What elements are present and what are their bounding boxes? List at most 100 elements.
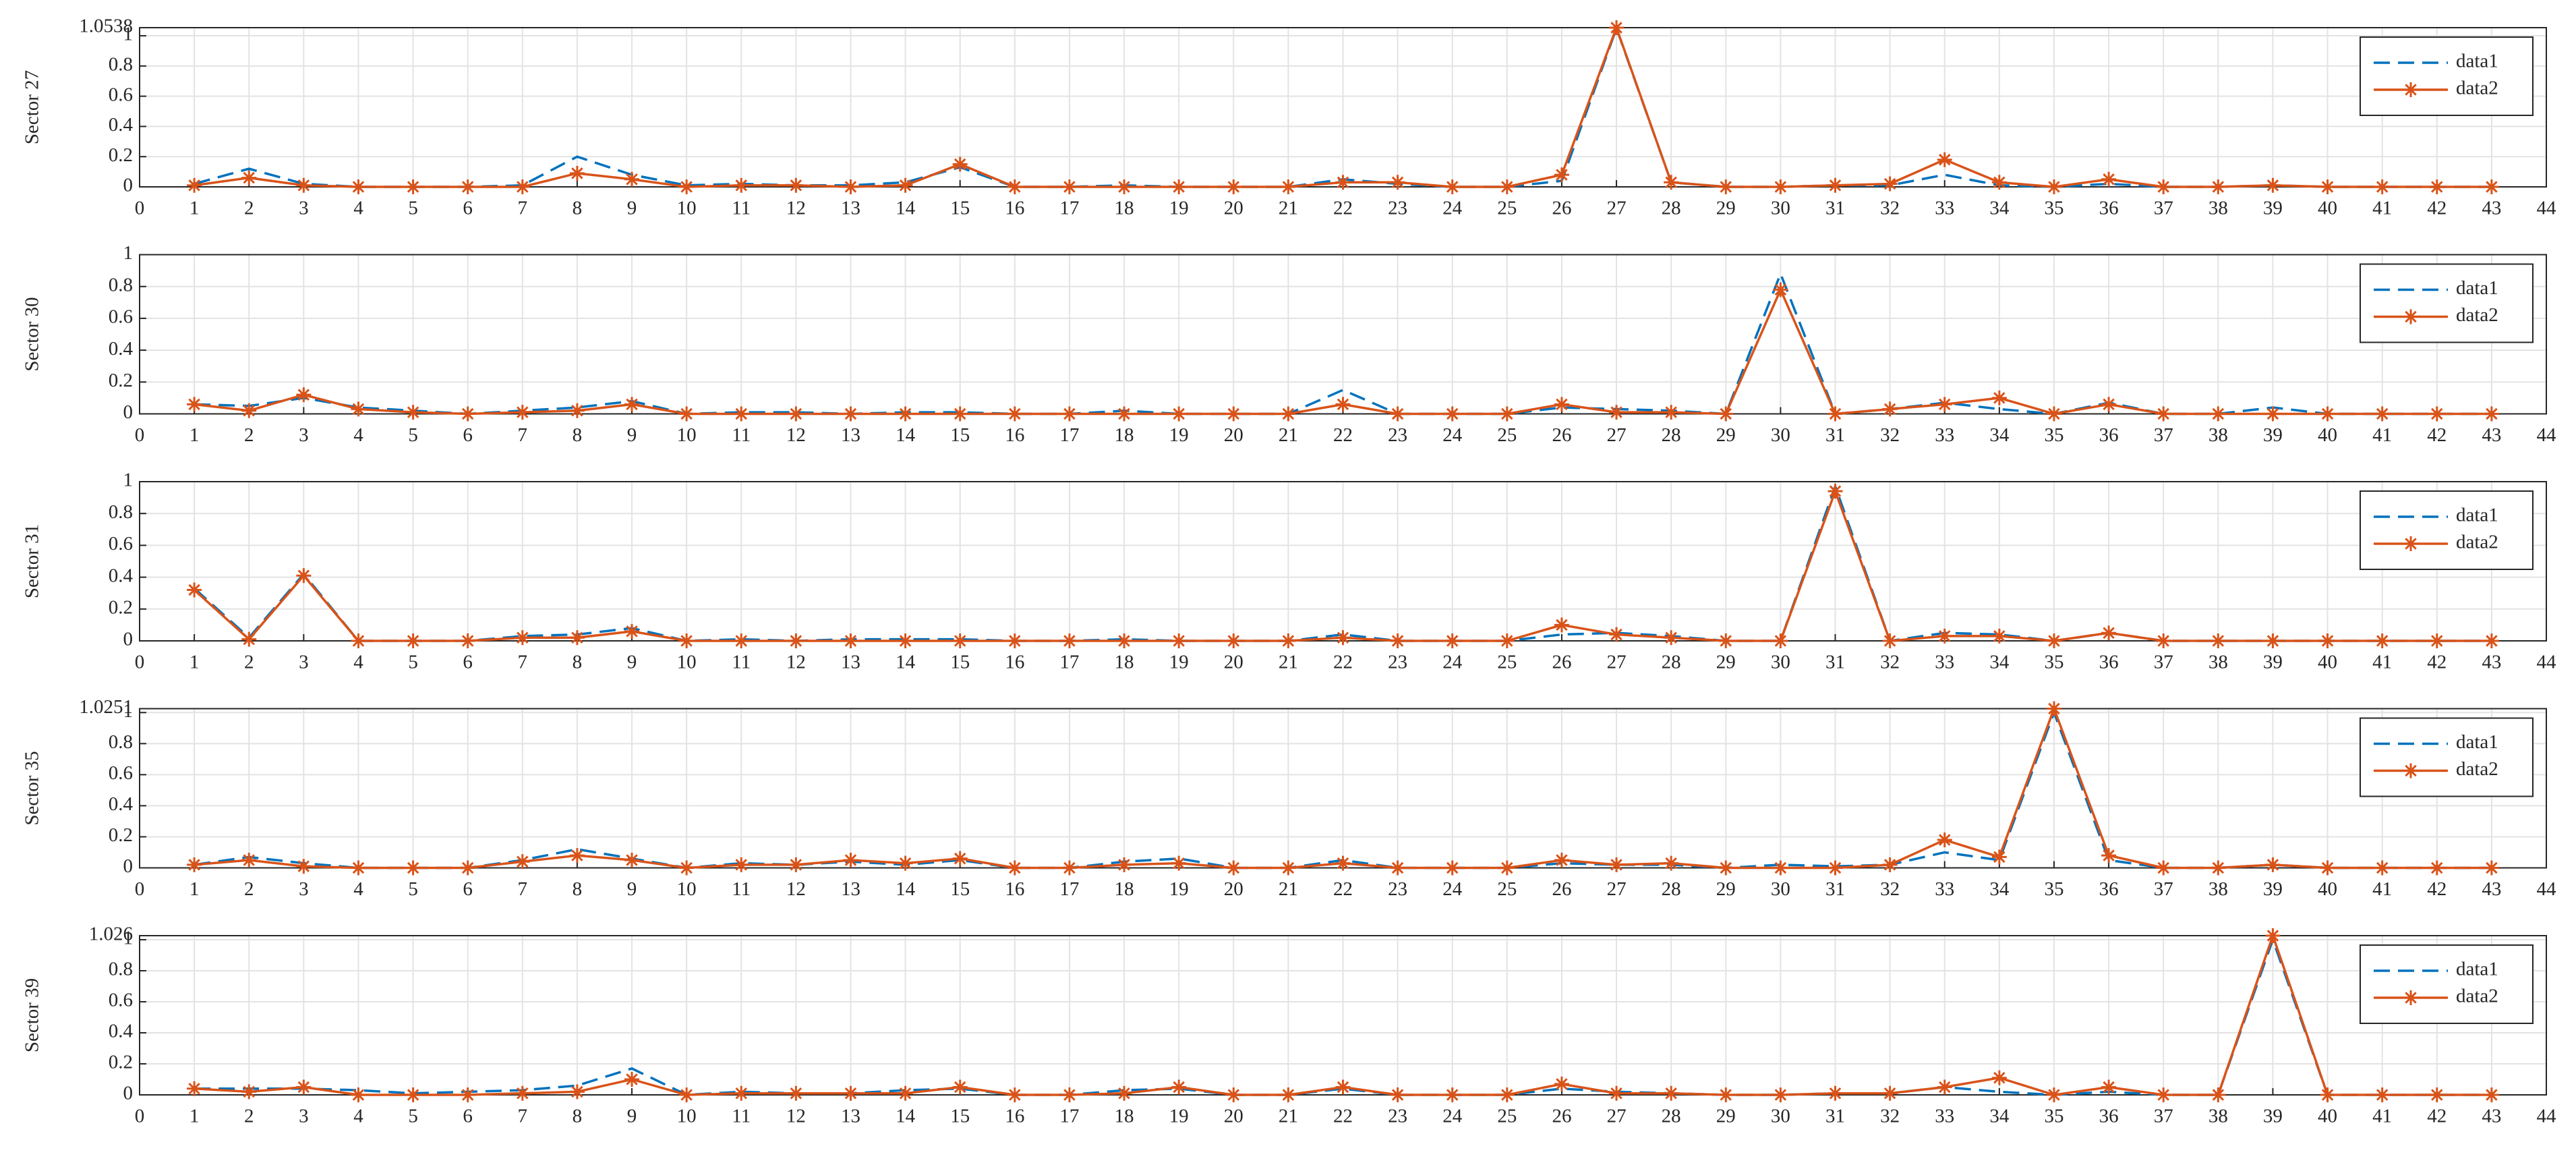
- data-marker: [734, 633, 749, 648]
- x-tick-label: 13: [841, 424, 860, 446]
- data-marker: [1281, 1087, 1296, 1102]
- x-tick-label: 44: [2537, 878, 2557, 900]
- data-marker: [2101, 171, 2117, 187]
- x-tick-label: 41: [2372, 424, 2392, 446]
- x-tick-label: 8: [573, 878, 583, 900]
- x-tick-label: 27: [1607, 652, 1627, 673]
- x-tick-label: 21: [1279, 198, 1298, 219]
- x-tick-label: 14: [896, 198, 916, 219]
- legend-box: [2360, 944, 2534, 1024]
- data-marker: [2046, 633, 2061, 648]
- data-marker: [2101, 625, 2117, 641]
- x-tick-label: 15: [950, 878, 970, 900]
- y-tick-label: 0: [123, 1083, 134, 1104]
- x-tick-label: 11: [732, 1106, 751, 1127]
- x-tick-label: 33: [1935, 198, 1954, 219]
- axes-box: [139, 254, 2547, 415]
- data-marker: [1171, 1079, 1187, 1095]
- data-marker: [1499, 633, 1515, 648]
- data-marker: [1664, 175, 1679, 190]
- x-tick-label: 5: [408, 198, 418, 219]
- x-tick-label: 3: [299, 1106, 309, 1127]
- x-tick-label: 25: [1497, 878, 1517, 900]
- x-tick-label: 13: [841, 1106, 860, 1127]
- legend-marker: [2403, 763, 2418, 778]
- x-tick-label: 30: [1771, 198, 1790, 219]
- data-marker: [952, 406, 968, 422]
- x-tick-label: 35: [2044, 424, 2063, 446]
- x-tick-label: 37: [2154, 1106, 2173, 1127]
- data-marker: [1007, 860, 1022, 876]
- x-tick-label: 41: [2372, 1106, 2392, 1127]
- x-tick-label: 14: [896, 878, 916, 900]
- x-tick-label: 19: [1169, 652, 1189, 673]
- data-marker: [569, 1084, 585, 1100]
- legend-marker: [2403, 309, 2418, 324]
- x-tick-label: 43: [2482, 652, 2501, 673]
- x-tick-label: 18: [1115, 652, 1134, 673]
- data-marker: [1390, 175, 1405, 190]
- x-tick-label: 13: [841, 198, 860, 219]
- x-tick-label: 10: [677, 424, 697, 446]
- data-marker: [460, 179, 475, 194]
- y-axis-label: Sector 35: [22, 751, 43, 825]
- data-marker: [1882, 1085, 1898, 1101]
- data-marker: [405, 860, 421, 876]
- x-tick-label: 5: [408, 878, 418, 900]
- y-axis-label: Sector 30: [22, 297, 43, 371]
- data-marker: [788, 1085, 804, 1101]
- x-tick-label: 36: [2099, 198, 2119, 219]
- data-marker: [2211, 406, 2226, 422]
- data-marker: [2101, 848, 2117, 863]
- y-tick-label: 0.6: [109, 84, 133, 105]
- x-tick-label: 29: [1716, 878, 1736, 900]
- data-marker: [2046, 406, 2061, 422]
- x-tick-label: 23: [1388, 424, 1407, 446]
- data-marker: [734, 177, 749, 193]
- legend-label: data1: [2456, 731, 2498, 753]
- x-tick-label: 26: [1552, 1106, 1571, 1127]
- x-tick-label: 8: [573, 198, 583, 219]
- data-marker: [1554, 167, 1569, 183]
- x-tick-label: 22: [1333, 878, 1353, 900]
- x-tick-label: 31: [1825, 198, 1845, 219]
- data-marker: [187, 397, 202, 412]
- y-tick-label: 0: [123, 401, 134, 423]
- y-tick-label: 0.2: [109, 144, 133, 166]
- x-tick-label: 7: [518, 1106, 528, 1127]
- y-tick-label: 1: [123, 242, 134, 264]
- data-marker: [1444, 1087, 1460, 1102]
- data-marker: [1554, 397, 1569, 412]
- data-marker: [1007, 179, 1022, 194]
- y-tick-label: 0.6: [109, 762, 133, 784]
- x-tick-label: 6: [463, 652, 473, 673]
- data-marker: [2484, 1087, 2499, 1102]
- data-marker: [1827, 1085, 1843, 1101]
- x-tick-label: 24: [1442, 424, 1463, 446]
- data-marker: [788, 633, 804, 648]
- x-tick-label: 34: [1989, 198, 2010, 219]
- data-marker: [460, 860, 475, 876]
- x-tick-label: 17: [1059, 878, 1079, 900]
- data-marker: [679, 633, 695, 648]
- data-marker: [2374, 179, 2390, 194]
- data-marker: [1281, 179, 1296, 194]
- x-tick-label: 16: [1005, 1106, 1024, 1127]
- x-tick-label: 8: [573, 424, 583, 446]
- x-tick-label: 32: [1880, 198, 1900, 219]
- data-marker: [1281, 406, 1296, 422]
- y-tick-label: 1: [123, 470, 134, 491]
- x-tick-label: 17: [1059, 1106, 1079, 1127]
- data-marker: [843, 406, 858, 422]
- y-tick-label: 0.2: [109, 824, 133, 846]
- data-marker: [296, 387, 312, 403]
- data-marker: [1773, 282, 1788, 297]
- data-marker: [1226, 406, 1241, 422]
- data-marker: [1937, 1079, 1952, 1095]
- data-marker: [1664, 405, 1679, 420]
- data-marker: [187, 582, 202, 598]
- data-marker: [2320, 860, 2335, 876]
- x-tick-label: 32: [1880, 878, 1900, 900]
- data-marker: [187, 177, 202, 193]
- x-tick-label: 17: [1059, 198, 1079, 219]
